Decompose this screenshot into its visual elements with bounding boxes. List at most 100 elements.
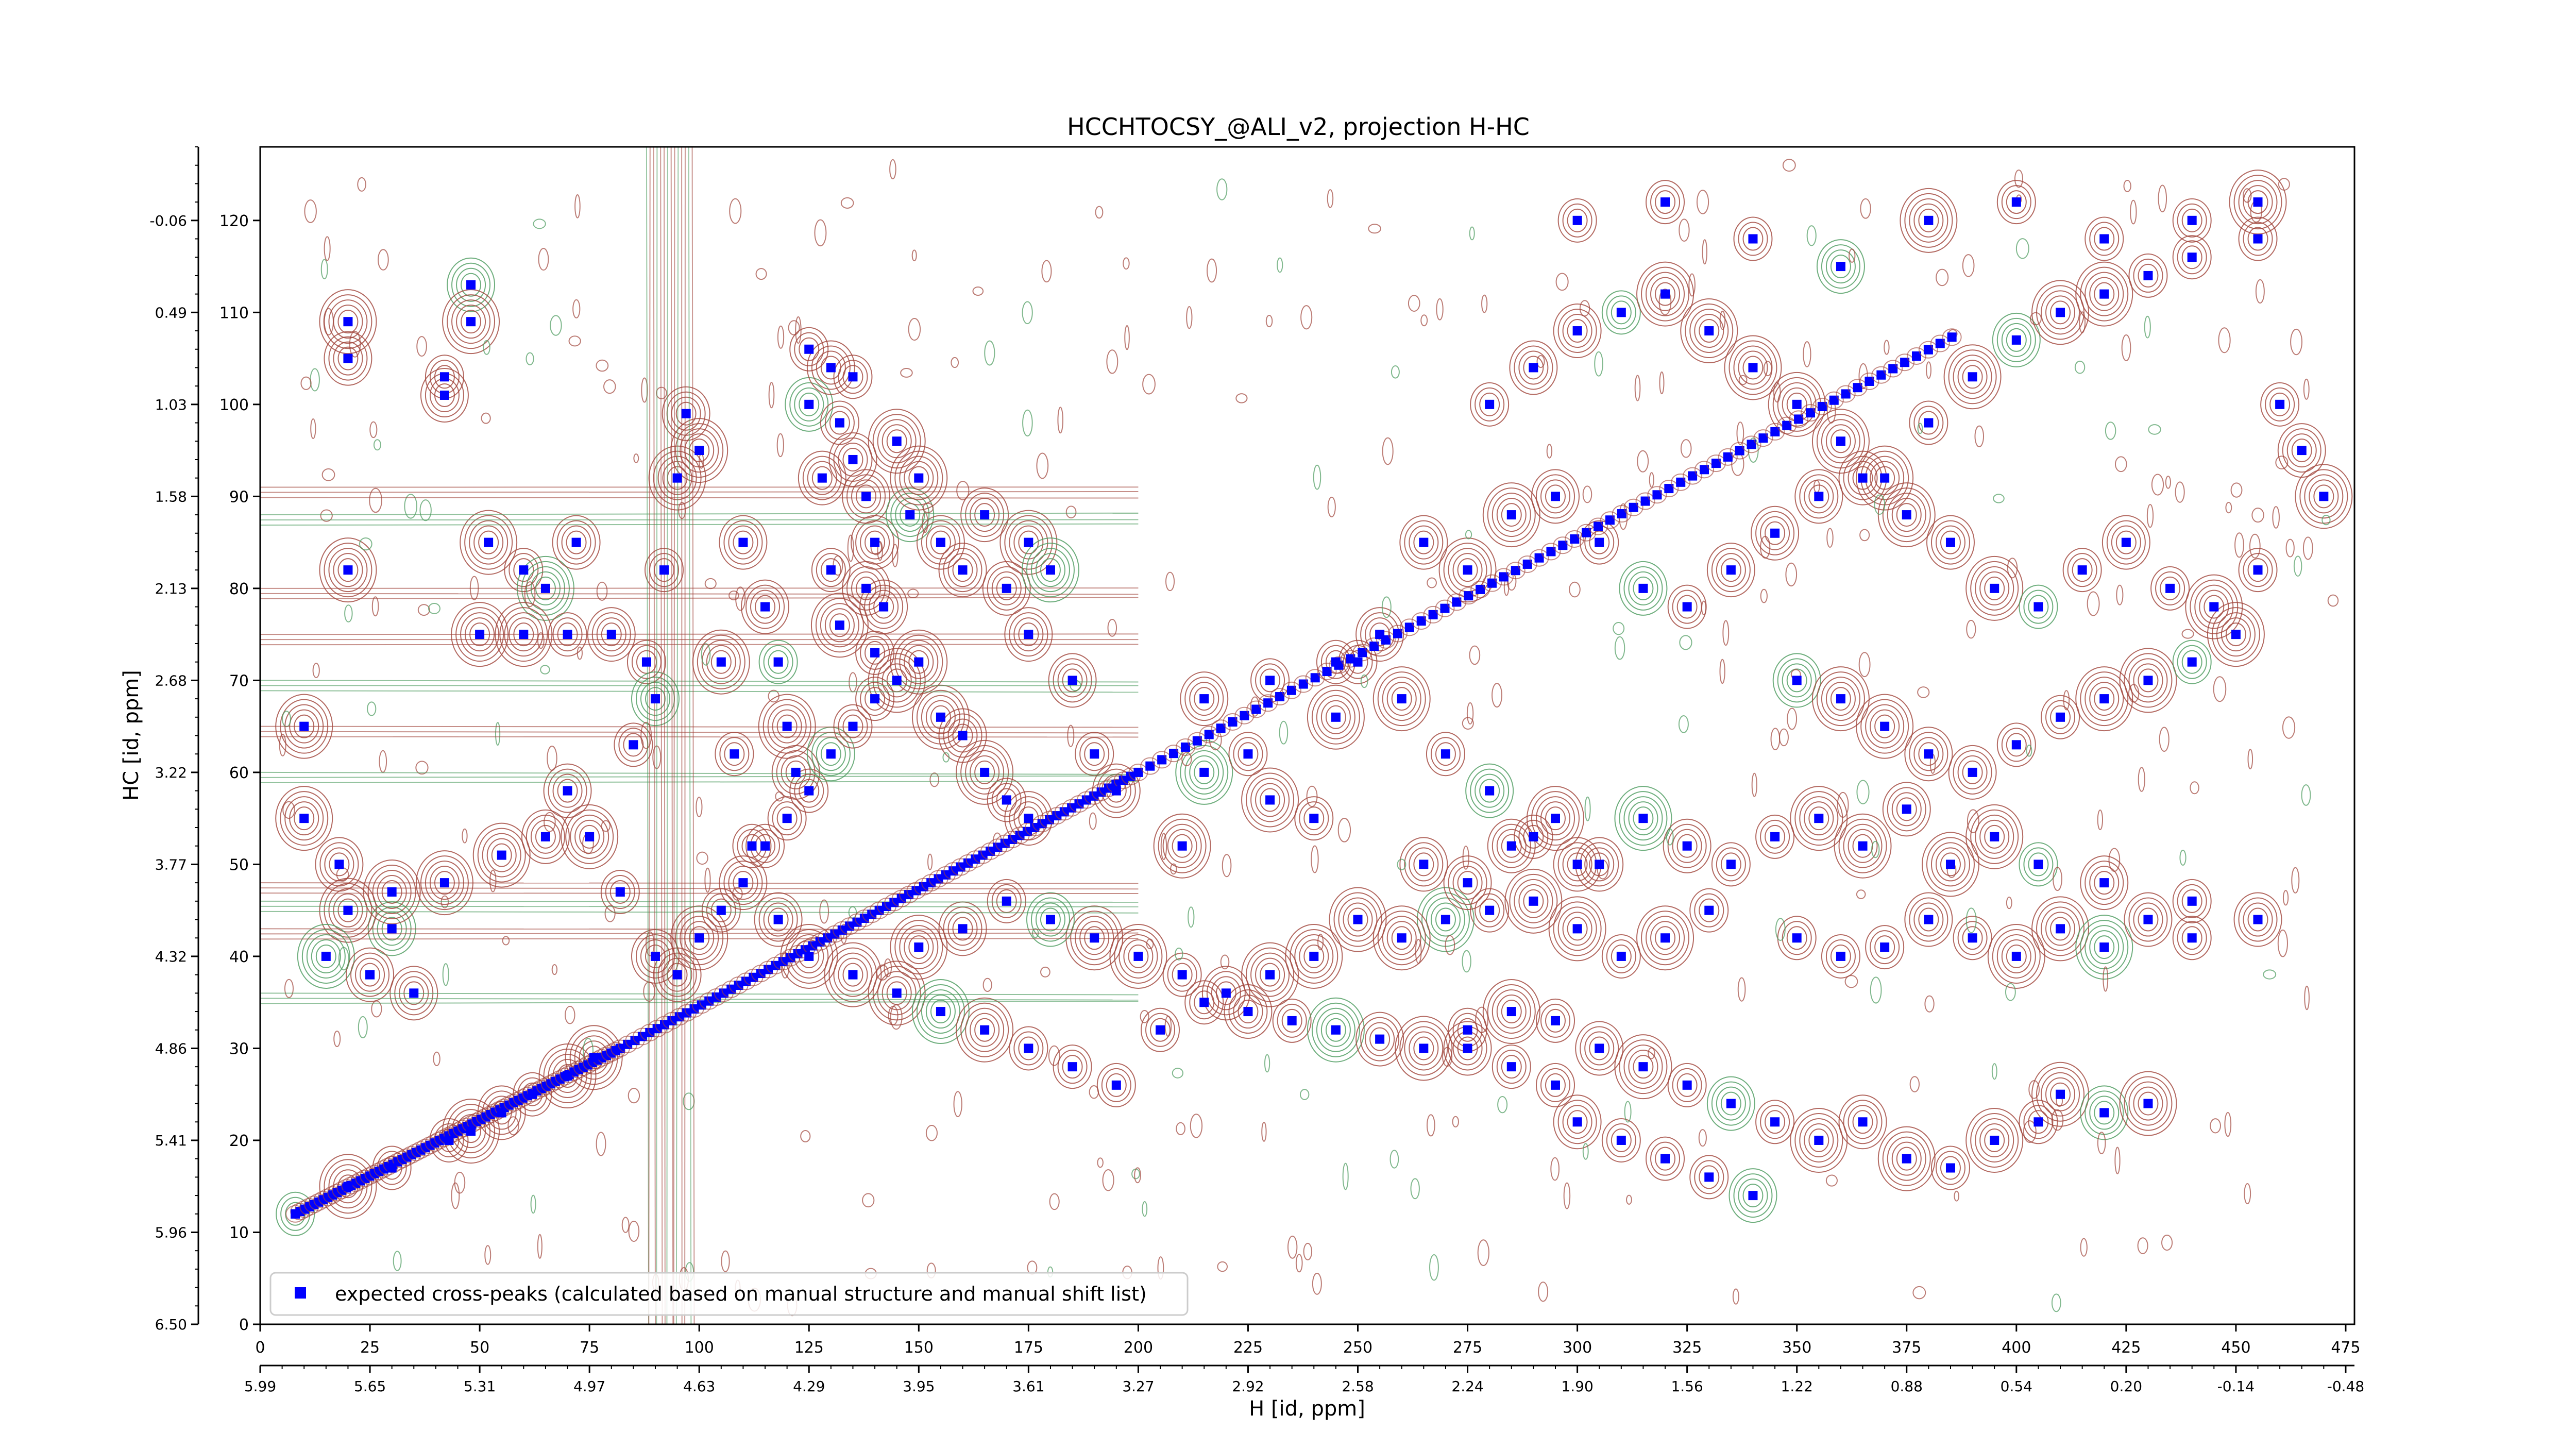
- contour-ring: [372, 869, 412, 914]
- contour-ring: [1733, 216, 1773, 261]
- contour-ring: [477, 828, 526, 883]
- cross-peak-marker: [1990, 1135, 1999, 1145]
- contour-ring: [838, 957, 868, 992]
- cross-peak-marker: [299, 814, 309, 823]
- noise-contour: [1991, 1063, 1997, 1080]
- contour-ring: [367, 864, 416, 919]
- contour-ring: [745, 823, 785, 868]
- noise-contour: [777, 325, 785, 349]
- contour-ring: [1492, 989, 1531, 1034]
- contour-ring: [728, 525, 758, 560]
- diagonal-contour: [1187, 732, 1207, 750]
- noise-contour: [2158, 184, 2167, 213]
- contour-ring: [2089, 930, 2120, 965]
- diagonal-marker: [1794, 414, 1804, 424]
- contour-ring: [2094, 1101, 2115, 1125]
- noise-contour: [2243, 188, 2252, 203]
- noise-contour: [369, 487, 382, 513]
- cross-peak-marker: [291, 1209, 300, 1219]
- cross-peak-marker: [1199, 998, 1209, 1007]
- cross-peak-marker: [1002, 896, 1011, 906]
- diagonal-marker: [1015, 831, 1025, 840]
- contour-ring: [2045, 700, 2076, 734]
- diagonal-marker: [837, 925, 847, 935]
- contour-ring: [1825, 424, 1856, 459]
- noise-contour: [1680, 439, 1692, 458]
- noise-contour: [1722, 620, 1730, 646]
- cross-peak-marker: [2143, 915, 2153, 924]
- contour-ring: [1676, 595, 1698, 619]
- noise-contour: [1222, 854, 1232, 878]
- contour-ring: [908, 650, 929, 674]
- contour-ring: [1021, 537, 1079, 603]
- contour-ring: [2181, 889, 2202, 913]
- contour-ring: [1996, 317, 2036, 362]
- contour-ring: [1557, 906, 1597, 951]
- diagonal-marker: [1145, 761, 1155, 771]
- contour-ring: [1290, 929, 1338, 984]
- contour-ring: [461, 310, 482, 334]
- contour-ring: [2207, 602, 2265, 667]
- cross-peak-marker: [1111, 1080, 1121, 1090]
- contour-ring: [2177, 240, 2207, 275]
- contour-ring: [1145, 1013, 1176, 1047]
- y-axis-ppm: 6.505.965.414.864.323.773.222.682.131.58…: [150, 146, 199, 1333]
- stripe-contour: [260, 900, 1139, 903]
- contour-ring: [381, 880, 402, 904]
- contour-ring: [2036, 1067, 2085, 1122]
- contour-ring: [1794, 469, 1843, 524]
- contour-ring: [1260, 788, 1281, 812]
- contour-ring: [1260, 668, 1281, 693]
- diagonal-marker: [1629, 502, 1638, 512]
- y-index-tick-label: 50: [229, 856, 249, 874]
- contour-ring: [2045, 912, 2076, 946]
- noise-contour: [1206, 258, 1217, 283]
- contour-ring: [1821, 677, 1860, 721]
- noise-contour: [2255, 279, 2265, 304]
- noise-contour: [729, 198, 742, 224]
- contour-ring: [1514, 879, 1553, 923]
- cross-peak-marker: [659, 565, 669, 575]
- diagonal-marker: [652, 1024, 662, 1034]
- y-index-tick-label: 90: [229, 488, 249, 506]
- diagonal-marker: [741, 976, 751, 986]
- diagonal-marker: [963, 858, 973, 868]
- contour-ring: [2045, 295, 2076, 330]
- contour-ring: [1633, 806, 1654, 831]
- contour-ring: [2172, 879, 2212, 923]
- contour-ring: [2028, 1110, 2049, 1134]
- cross-peak-marker: [1945, 537, 1955, 547]
- contour-ring: [1448, 861, 1487, 905]
- contour-ring: [297, 923, 355, 989]
- noise-contour: [2130, 199, 2137, 225]
- diagonal-contour: [1387, 625, 1408, 643]
- contour-ring: [1426, 732, 1465, 777]
- noise-contour: [1858, 652, 1871, 678]
- noise-contour: [2014, 169, 2023, 188]
- contour-ring: [2190, 579, 2239, 634]
- diagonal-contour: [1423, 605, 1443, 624]
- y-ppm-tick-label: 1.58: [155, 488, 187, 505]
- noise-contour: [1134, 1167, 1141, 1184]
- cross-peak-marker: [1243, 749, 1253, 759]
- noise-contour: [1614, 636, 1625, 660]
- diagonal-marker: [623, 1039, 633, 1049]
- contour-ring: [1935, 525, 1965, 560]
- contour-ring: [1404, 1026, 1444, 1071]
- noise-contour: [1702, 239, 1708, 265]
- contour-ring: [1189, 682, 1219, 716]
- contour-ring: [1921, 832, 1979, 897]
- noise-contour: [1427, 577, 1437, 588]
- diagonal-marker: [1169, 749, 1179, 759]
- noise-contour: [371, 1000, 382, 1018]
- contour-ring: [434, 383, 455, 407]
- contour-ring: [1184, 980, 1224, 1025]
- noise-contour: [1475, 1006, 1488, 1033]
- contour-ring: [824, 942, 882, 1007]
- y-index-tick-label: 110: [219, 304, 249, 322]
- noise-contour: [1295, 1254, 1303, 1273]
- contour-ring: [2080, 920, 2129, 975]
- cross-peak-marker: [1485, 786, 1495, 796]
- noise-contour: [2148, 424, 2161, 435]
- contour-ring: [2247, 907, 2268, 932]
